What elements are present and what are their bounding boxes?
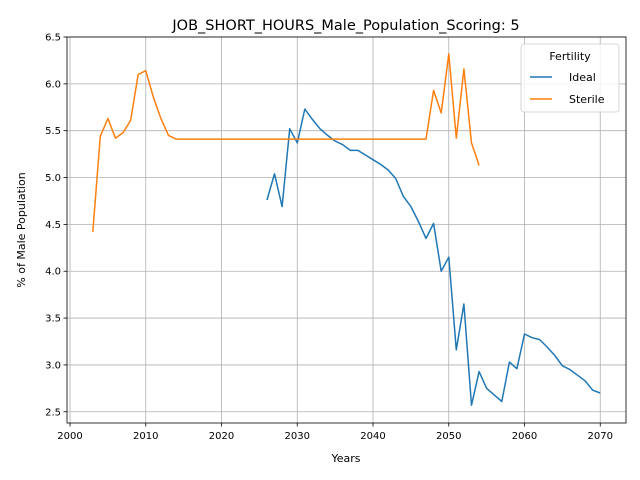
x-tick-label: 2060 bbox=[512, 431, 537, 442]
x-tick-label: 2000 bbox=[57, 431, 82, 442]
y-tick-label: 6.5 bbox=[45, 33, 61, 44]
y-tick-label: 6.0 bbox=[45, 79, 61, 90]
y-tick-label: 3.5 bbox=[45, 314, 61, 325]
y-tick-label: 4.0 bbox=[45, 267, 61, 278]
x-tick-label: 2070 bbox=[588, 431, 613, 442]
y-tick-label: 5.0 bbox=[45, 173, 61, 184]
series-line-ideal bbox=[266, 108, 601, 406]
x-axis-label: Years bbox=[330, 452, 360, 465]
y-tick-label: 4.5 bbox=[45, 220, 61, 231]
legend-box bbox=[520, 43, 620, 113]
series-lines bbox=[92, 53, 601, 406]
x-tick-label: 2040 bbox=[360, 431, 385, 442]
plot-frame bbox=[66, 36, 627, 424]
x-tick-label: 2020 bbox=[209, 431, 234, 442]
y-tick-label: 2.5 bbox=[45, 407, 61, 418]
chart-title: JOB_SHORT_HOURS_Male_Population_Scoring:… bbox=[171, 18, 519, 34]
x-tick-label: 2030 bbox=[285, 431, 310, 442]
y-tick-label: 5.5 bbox=[45, 126, 61, 137]
x-axis-ticks: 2000 2010 2020 2030 2040 2050 2060 2070 bbox=[57, 423, 613, 442]
y-axis-label: % of Male Population bbox=[15, 172, 28, 287]
y-axis-ticks: 2.5 3.0 3.5 4.0 4.5 5.0 5.5 6.0 6.5 bbox=[45, 33, 67, 418]
series-line-sterile bbox=[92, 53, 480, 232]
legend-label-ideal: Ideal bbox=[569, 71, 596, 84]
x-tick-label: 2010 bbox=[133, 431, 158, 442]
legend-label-sterile: Sterile bbox=[569, 93, 605, 106]
legend: Fertility Ideal Sterile bbox=[520, 43, 620, 113]
legend-title: Fertility bbox=[549, 50, 591, 63]
y-tick-label: 3.0 bbox=[45, 360, 61, 371]
x-tick-label: 2050 bbox=[436, 431, 461, 442]
